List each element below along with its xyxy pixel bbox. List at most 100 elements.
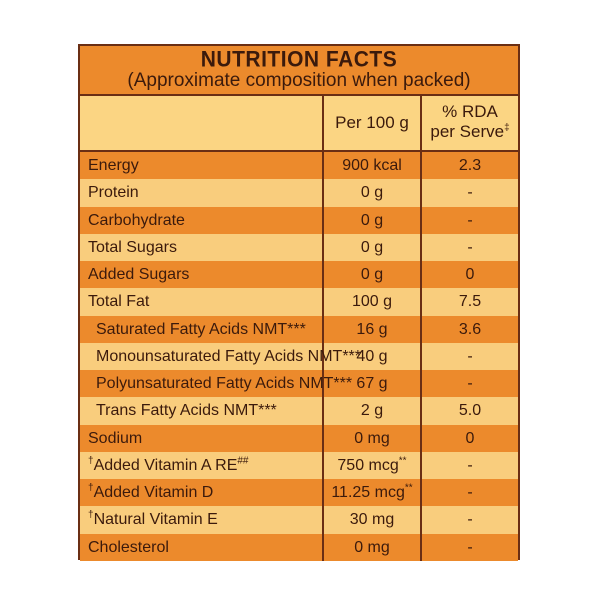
per-100g-amount: 0 mg — [354, 538, 390, 556]
rda-value: 5.0 — [458, 402, 482, 420]
nutrient-label: Added Vitamin A RE — [93, 456, 238, 474]
per-100g-value: 0 g — [324, 206, 422, 234]
nutrient-label: Added Vitamin D — [93, 484, 214, 501]
nutrient-name: Added Sugars — [80, 261, 324, 289]
per-100g-value: 0 g — [324, 261, 422, 289]
rda-value: 2.3 — [458, 157, 482, 174]
per-100g-amount: 100 g — [351, 293, 393, 311]
table-subtitle: (Approximate composition when packed) — [127, 70, 471, 91]
table-row: †Added Vitamin A RE## 750 mcg** - — [80, 451, 518, 479]
column-header-rda: % RDA per Serve‡ — [422, 96, 518, 152]
nutrient-label: Trans Fatty Acids NMT*** — [96, 402, 277, 420]
table-row: Cholesterol 0 mg - — [80, 533, 518, 561]
nutrient-label: Monounsaturated Fatty Acids NMT*** — [96, 347, 362, 365]
nutrient-label: Total Fat — [88, 293, 150, 311]
table-row: Total Fat 100 g 7.5 — [80, 288, 518, 316]
rda-value: - — [467, 238, 473, 256]
nutrient-label: Polyunsaturated Fatty Acids NMT*** — [96, 375, 353, 392]
per-100g-amount: 0 g — [360, 184, 384, 202]
per-100g-value: 0 mg — [324, 533, 422, 561]
per-100g-value: 67 g — [324, 370, 422, 398]
rda-value: - — [467, 375, 473, 392]
nutrient-label: Saturated Fatty Acids NMT*** — [96, 320, 306, 338]
nutrient-label: Energy — [88, 157, 139, 174]
table-row: †Natural Vitamin E 30 mg - — [80, 506, 518, 534]
rda-header-line1: % RDA — [442, 102, 498, 121]
rda-value: - — [467, 456, 473, 474]
nutrient-label: Protein — [88, 184, 139, 202]
per-100g-amount: 2 g — [360, 402, 384, 420]
table-row: Sodium 0 mg 0 — [80, 424, 518, 452]
nutrient-name: †Natural Vitamin E — [80, 506, 324, 534]
per-100g-mark: ** — [404, 482, 413, 494]
nutrient-prefix-mark: † — [88, 509, 94, 521]
nutrient-name: Carbohydrate — [80, 206, 324, 234]
column-header-nutrient — [80, 96, 324, 152]
nutrient-label: Sodium — [88, 429, 143, 447]
nutrient-name: †Added Vitamin A RE## — [80, 451, 324, 479]
nutrient-name: Trans Fatty Acids NMT*** — [80, 397, 324, 425]
nutrient-name: †Added Vitamin D — [80, 479, 324, 507]
rda-value: 0 — [465, 266, 475, 283]
nutrient-suffix-mark: ## — [237, 455, 249, 467]
per-100g-amount: 0 g — [360, 238, 384, 256]
per-100g-value: 100 g — [324, 288, 422, 316]
rda-value: - — [467, 211, 473, 229]
rda-value: - — [467, 538, 473, 556]
nutrient-label: Added Sugars — [88, 266, 190, 283]
nutrient-label: Cholesterol — [88, 538, 169, 556]
per-100g-amount: 900 kcal — [342, 157, 402, 174]
column-header-per-100g: Per 100 g — [324, 96, 422, 152]
nutrient-name: Polyunsaturated Fatty Acids NMT*** — [80, 370, 352, 398]
nutrient-label: Total Sugars — [88, 238, 177, 256]
per-100g-amount: 0 mg — [354, 429, 390, 447]
table-row: Polyunsaturated Fatty Acids NMT*** 67 g - — [80, 370, 518, 398]
rda-value: 0 — [465, 429, 475, 447]
table-row: Added Sugars 0 g 0 — [80, 261, 518, 289]
table-row: Saturated Fatty Acids NMT*** 16 g 3.6 — [80, 315, 518, 343]
rda-value: - — [467, 484, 473, 501]
per-100g-amount: 16 g — [356, 320, 388, 338]
rda-value: - — [467, 511, 473, 529]
table-row: †Added Vitamin D 11.25 mcg** - — [80, 479, 518, 507]
table-header: NUTRITION FACTS (Approximate composition… — [80, 46, 518, 96]
nutrient-label: Carbohydrate — [88, 211, 185, 229]
per-100g-amount: 0 g — [360, 266, 384, 283]
nutrient-rows: Energy 900 kcal 2.3 Protein 0 g - Carbohydrate… — [80, 152, 518, 561]
table-row: Carbohydrate 0 g - — [80, 206, 518, 234]
table-row: Monounsaturated Fatty Acids NMT*** 40 g - — [80, 342, 518, 370]
per-100g-amount: 0 g — [360, 211, 384, 229]
table-row: Protein 0 g - — [80, 179, 518, 207]
nutrient-prefix-mark: † — [88, 482, 94, 494]
per-100g-value: 750 mcg** — [324, 451, 422, 479]
nutrient-name: Total Sugars — [80, 233, 324, 261]
rda-value: - — [467, 347, 473, 365]
nutrient-name: Protein — [80, 179, 324, 207]
per-100g-value: 30 mg — [324, 506, 422, 534]
per-100g-value: 11.25 mcg** — [324, 479, 422, 507]
per-100g-value: 0 g — [324, 233, 422, 261]
per-100g-amount: 750 mcg — [337, 456, 399, 474]
nutrient-prefix-mark: † — [88, 455, 94, 467]
nutrient-name: Energy — [80, 152, 324, 180]
table-row: Trans Fatty Acids NMT*** 2 g 5.0 — [80, 397, 518, 425]
nutrient-label: Natural Vitamin E — [93, 511, 218, 529]
per-100g-amount: 40 g — [356, 347, 388, 365]
table-row: Energy 900 kcal 2.3 — [80, 152, 518, 180]
per-100g-value: 0 mg — [324, 424, 422, 452]
per-100g-amount: 30 mg — [349, 511, 395, 529]
per-100g-value: 2 g — [324, 397, 422, 425]
rda-value: 7.5 — [458, 293, 482, 311]
per-100g-value: 900 kcal — [324, 152, 422, 180]
nutrient-name: Cholesterol — [80, 533, 324, 561]
per-100g-amount: 67 g — [356, 375, 388, 392]
nutrition-facts-panel: NUTRITION FACTS (Approximate composition… — [78, 44, 520, 561]
rda-header-line2: per Serve — [430, 122, 505, 141]
rda-header-mark: ‡ — [504, 122, 510, 134]
table-title: NUTRITION FACTS — [200, 47, 398, 72]
per-100g-amount: 11.25 mcg — [331, 484, 405, 501]
table-row: Total Sugars 0 g - — [80, 233, 518, 261]
per-100g-value: 0 g — [324, 179, 422, 207]
rda-value: 3.6 — [458, 320, 482, 338]
nutrient-name: Total Fat — [80, 288, 324, 316]
